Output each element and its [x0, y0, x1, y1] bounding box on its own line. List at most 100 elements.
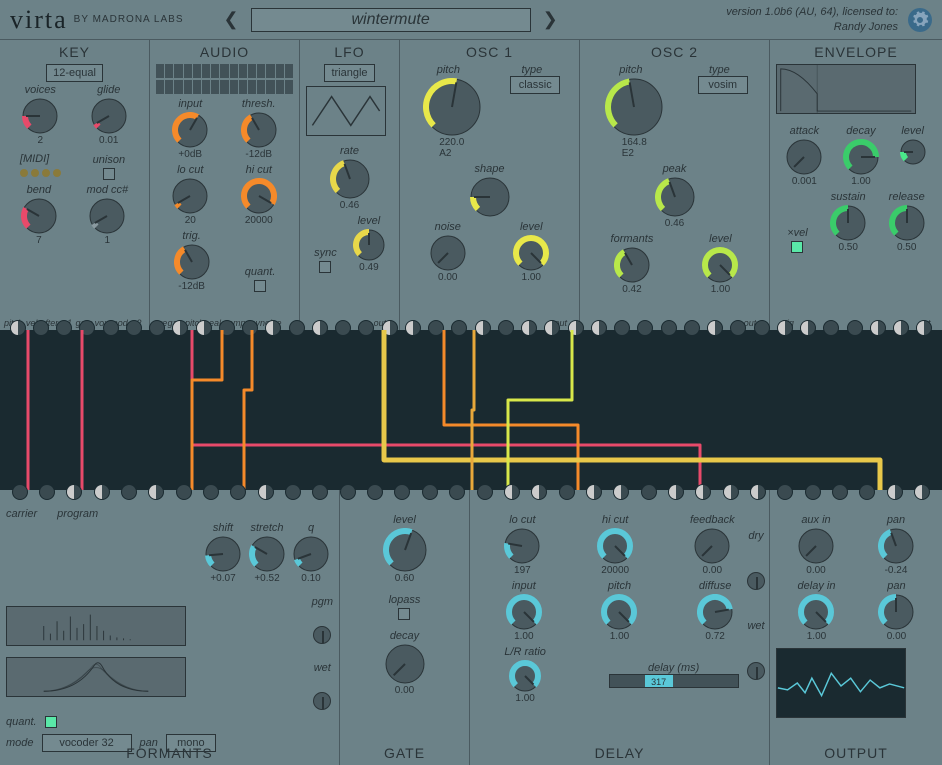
- formants-shift-knob[interactable]: [205, 536, 241, 572]
- xvel-label: ×vel: [787, 227, 808, 239]
- osc2-type-select[interactable]: vosim: [698, 76, 748, 94]
- delay-feedback-knob[interactable]: [694, 528, 730, 564]
- unison-checkbox[interactable]: [103, 168, 115, 180]
- preset-prev-button[interactable]: ❮: [224, 9, 239, 30]
- audio-thresh-knob[interactable]: [241, 112, 277, 148]
- formants-wet-knob[interactable]: [313, 692, 331, 710]
- formants-q-knob[interactable]: [293, 536, 329, 572]
- audio-panel: AUDIO input +0dBthresh. -12dB lo cut 20h…: [150, 40, 300, 330]
- lfo-rate-knob[interactable]: [330, 159, 370, 199]
- bend-knob[interactable]: [21, 198, 57, 234]
- preset-next-button[interactable]: ❯: [543, 9, 558, 30]
- lfo-level-knob[interactable]: [353, 229, 385, 261]
- gate-level-knob-label: level: [393, 514, 416, 526]
- voices-knob-label: voices: [25, 84, 56, 96]
- osc1-noise-knob[interactable]: [430, 235, 466, 271]
- patch-cable[interactable]: [192, 330, 222, 490]
- patch-cable[interactable]: [472, 330, 474, 490]
- delay-ms-value[interactable]: 317: [645, 675, 673, 687]
- output-auxin-knob-value: 0.00: [806, 565, 825, 576]
- env-sustain-knob[interactable]: [830, 205, 866, 241]
- gate-panel: level 0.60 lopass decay 0.00 GATE: [340, 490, 470, 765]
- delay-wet-knob[interactable]: [747, 662, 765, 680]
- gate-lopass-label: lopass: [389, 594, 421, 606]
- gate-level-knob[interactable]: [383, 528, 427, 572]
- gate-lopass-checkbox[interactable]: [398, 608, 410, 620]
- bend-knob-value: 7: [36, 235, 42, 246]
- delay-feedback-knob-label: feedback: [690, 514, 735, 526]
- formants-stretch-knob[interactable]: [249, 536, 285, 572]
- key-title: KEY: [6, 44, 143, 60]
- osc1-shape-knob[interactable]: [470, 177, 510, 217]
- env-release-knob[interactable]: [889, 205, 925, 241]
- patch-cable[interactable]: [244, 330, 252, 490]
- delay-lr-knob[interactable]: [509, 660, 541, 692]
- env-attack-knob[interactable]: [786, 139, 822, 175]
- gear-icon[interactable]: [908, 8, 932, 32]
- audio-input-knob[interactable]: [172, 112, 208, 148]
- output-section-label: OUTPUT: [770, 745, 942, 761]
- audio-trig-knob[interactable]: [174, 244, 210, 280]
- formants-q-knob-label: q: [308, 522, 314, 534]
- audio-hicut-knob[interactable]: [241, 178, 277, 214]
- glide-knob-value: 0.01: [99, 135, 118, 146]
- delay-diffuse-knob[interactable]: [697, 594, 733, 630]
- delay-section-label: DELAY: [470, 745, 769, 761]
- voices-knob[interactable]: [22, 98, 58, 134]
- formants-quant-checkbox[interactable]: [45, 716, 57, 728]
- osc2-level-knob[interactable]: [702, 247, 738, 283]
- patch-cable[interactable]: [192, 330, 700, 490]
- lfo-rate-knob-value: 0.46: [340, 200, 359, 211]
- glide-knob[interactable]: [91, 98, 127, 134]
- output-pan1-knob[interactable]: [878, 528, 914, 564]
- osc1-pitch-knob[interactable]: [423, 78, 481, 136]
- osc2-level-knob-label: level: [709, 233, 732, 245]
- audio-input-knob-label: input: [178, 98, 202, 110]
- osc1-level-knob[interactable]: [513, 235, 549, 271]
- patch-cable[interactable]: [384, 330, 880, 490]
- carrier-label: carrier: [6, 508, 37, 520]
- output-pan1-knob-label: pan: [887, 514, 905, 526]
- osc2-pitch-label: pitch: [619, 64, 642, 76]
- audio-locut-knob-value: 20: [185, 215, 196, 226]
- formants-pgm-label: pgm: [312, 596, 333, 608]
- glide-knob-label: glide: [97, 84, 120, 96]
- output-delayin-knob[interactable]: [798, 594, 834, 630]
- delay-input-knob[interactable]: [506, 594, 542, 630]
- audio-locut-knob[interactable]: [172, 178, 208, 214]
- output-auxin-knob[interactable]: [798, 528, 834, 564]
- lfo-sync-checkbox[interactable]: [319, 261, 331, 273]
- audio-thresh-knob-value: -12dB: [245, 149, 272, 160]
- delay-hicut-knob[interactable]: [597, 528, 633, 564]
- osc1-type-select[interactable]: classic: [510, 76, 560, 94]
- preset-name-box[interactable]: wintermute: [251, 8, 531, 32]
- patch-cable[interactable]: [444, 330, 578, 490]
- gate-decay-knob[interactable]: [385, 644, 425, 684]
- env-level-knob[interactable]: [900, 139, 926, 165]
- formants-pgm-knob[interactable]: [313, 626, 331, 644]
- delay-dry-knob[interactable]: [747, 572, 765, 590]
- lfo-level-knob-value: 0.49: [359, 262, 378, 273]
- formants-display1: [6, 606, 186, 646]
- osc2-title: OSC 2: [586, 44, 763, 60]
- osc2-pitch-knob-value: 164.8E2: [622, 137, 647, 159]
- env-decay-knob[interactable]: [843, 139, 879, 175]
- delay-locut-knob[interactable]: [504, 528, 540, 564]
- output-pan2-knob[interactable]: [878, 594, 914, 630]
- midi-label: [MIDI]: [20, 153, 61, 165]
- modcc-knob[interactable]: [89, 198, 125, 234]
- audio-quant-checkbox[interactable]: [254, 280, 266, 292]
- lfo-shape-select[interactable]: triangle: [324, 64, 374, 82]
- patch-cable[interactable]: [508, 330, 572, 490]
- output-pan2-knob-label: pan: [887, 580, 905, 592]
- osc2-formants-knob[interactable]: [614, 247, 650, 283]
- osc2-peak-knob[interactable]: [655, 177, 695, 217]
- delay-ms-slider[interactable]: 317: [609, 674, 739, 688]
- lfo-level-knob-label: level: [358, 215, 381, 227]
- scale-select[interactable]: 12-equal: [46, 64, 103, 82]
- formants-display2: [6, 657, 186, 697]
- patchbay[interactable]: [0, 330, 942, 490]
- delay-pitch-knob[interactable]: [601, 594, 637, 630]
- osc2-pitch-knob[interactable]: [605, 78, 663, 136]
- xvel-checkbox[interactable]: [791, 241, 803, 253]
